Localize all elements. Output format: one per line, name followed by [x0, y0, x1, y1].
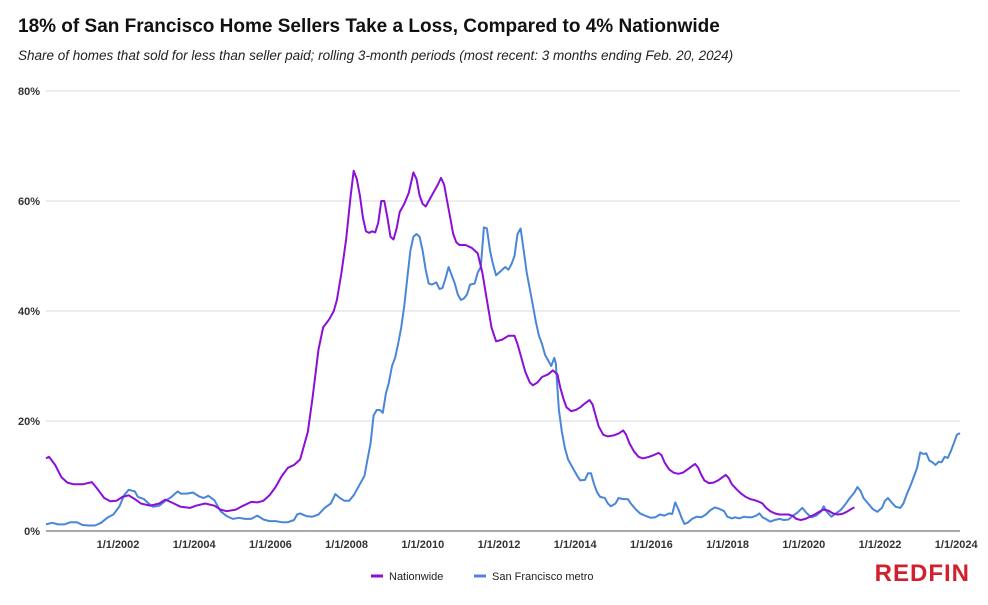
series-lines — [45, 169, 961, 527]
legend: Nationwide San Francisco metro — [371, 571, 593, 583]
chart-subtitle: Share of homes that sold for less than s… — [18, 48, 734, 63]
y-tick-label: 60% — [18, 196, 40, 208]
x-tick-label: 1/1/2020 — [782, 539, 825, 551]
x-tick-label: 1/1/2012 — [478, 539, 521, 551]
x-tick-label: 1/1/2008 — [325, 539, 368, 551]
x-tick-label: 1/1/2018 — [706, 539, 749, 551]
x-tick-label: 1/1/2010 — [401, 539, 444, 551]
y-tick-label: 80% — [18, 86, 40, 98]
x-tick-label: 1/1/2006 — [249, 539, 292, 551]
legend-label-nationwide: Nationwide — [389, 571, 443, 583]
x-tick-label: 1/1/2016 — [630, 539, 673, 551]
redfin-logo: REDFIN — [874, 560, 970, 587]
y-tick-label: 0% — [24, 526, 40, 538]
gridlines — [46, 90, 960, 532]
x-tick-label: 1/1/2022 — [859, 539, 902, 551]
y-axis-ticks: 0% 20% 40% 60% 80% — [18, 86, 40, 538]
chart-title: 18% of San Francisco Home Sellers Take a… — [18, 16, 720, 37]
san-francisco-line — [45, 226, 961, 527]
legend-label-san-francisco: San Francisco metro — [492, 571, 593, 583]
y-tick-label: 20% — [18, 416, 40, 428]
y-tick-label: 40% — [18, 306, 40, 318]
x-tick-label: 1/1/2014 — [554, 539, 598, 551]
x-axis-ticks: 1/1/2002 1/1/2004 1/1/2006 1/1/2008 1/1/2010… — [97, 539, 979, 551]
x-tick-label: 1/1/2002 — [97, 539, 140, 551]
x-tick-label: 1/1/2024 — [935, 539, 979, 551]
x-tick-label: 1/1/2004 — [173, 539, 217, 551]
nationwide-line — [45, 169, 855, 521]
